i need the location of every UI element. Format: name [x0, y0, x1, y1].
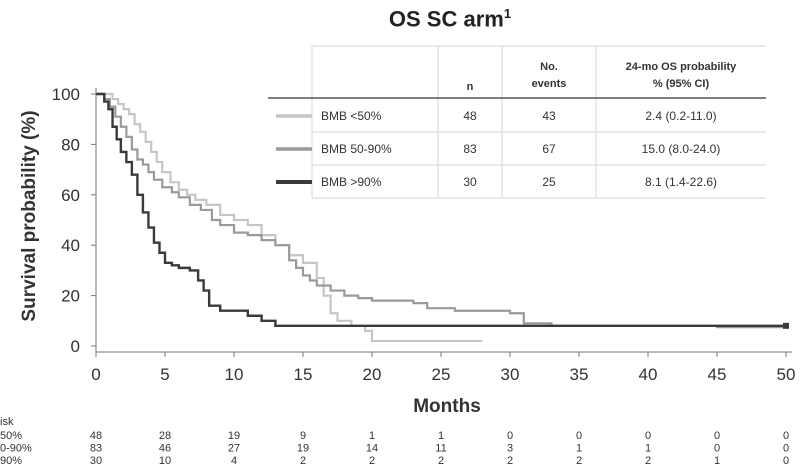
- risk-value: 0: [783, 443, 789, 455]
- risk-value: 9: [300, 430, 306, 442]
- legend-row-events: 43: [542, 109, 556, 123]
- risk-value: 1: [576, 443, 582, 455]
- legend-table: n No. events 24-mo OS probability % (95% CI)…: [268, 45, 766, 199]
- risk-value: 2: [438, 455, 444, 467]
- legend-row-os24: 2.4 (0.2-11.0): [645, 109, 716, 123]
- legend-header-events-line2: events: [532, 78, 567, 90]
- risk-value: 48: [90, 430, 102, 442]
- risk-value: 3: [507, 443, 513, 455]
- risk-value: 2: [507, 455, 513, 467]
- risk-value: 4: [231, 455, 237, 467]
- risk-value: 19: [297, 443, 309, 455]
- risk-value: 0: [783, 430, 789, 442]
- legend-row-events: 25: [542, 175, 556, 189]
- survival-curve-0: [96, 92, 483, 343]
- legend-row-label: BMB <50%: [321, 109, 382, 123]
- risk-value: 0: [714, 430, 720, 442]
- x-tick-label: 35: [570, 365, 589, 384]
- y-axis-label: Survival probability (%): [19, 110, 40, 321]
- chart-title-text: OS SC arm: [388, 6, 504, 32]
- axes: 0 20 40 60 80 100 0 5 10 15 20 25 30 35 40 45 50: [52, 85, 796, 384]
- legend-row-os24: 15.0 (8.0-24.0): [642, 142, 721, 156]
- risk-value: 2: [645, 455, 651, 467]
- survival-curve-2: [96, 92, 786, 328]
- risk-table-header: isk: [0, 416, 14, 428]
- survival-curve-1: [96, 92, 786, 329]
- x-tick-label: 10: [225, 365, 244, 384]
- y-tick-label: 80: [61, 135, 80, 154]
- risk-value: 83: [90, 443, 102, 455]
- risk-value: 11: [435, 443, 446, 455]
- legend-header-n: n: [467, 81, 474, 93]
- x-tick-label: 20: [363, 365, 382, 384]
- y-tick-label: 100: [52, 85, 80, 104]
- legend-header-os-line2: % (95% CI): [653, 78, 710, 90]
- risk-value: 0: [714, 443, 720, 455]
- y-tick-label: 0: [71, 337, 80, 356]
- legend-row-label: BMB >90%: [321, 175, 382, 189]
- legend-header-events-line1: No.: [540, 61, 558, 73]
- risk-value: 0: [783, 455, 789, 467]
- x-tick-label: 15: [294, 365, 313, 384]
- x-tick-label: 45: [708, 365, 727, 384]
- risk-value: 30: [90, 455, 102, 467]
- legend-row-n: 48: [463, 109, 477, 123]
- risk-value: 2: [576, 455, 582, 467]
- chart-title-superscript: 1: [503, 6, 512, 21]
- censor-mark: [783, 322, 789, 329]
- risk-value: 0: [507, 430, 513, 442]
- legend-header-os-line1: 24-mo OS probability: [626, 61, 738, 73]
- risk-value: 19: [228, 430, 240, 442]
- x-tick-label: 40: [639, 365, 658, 384]
- risk-value: 2: [369, 455, 375, 467]
- risk-value: 1: [438, 430, 444, 442]
- x-tick-label: 30: [501, 365, 520, 384]
- x-tick-label: 0: [91, 365, 100, 384]
- y-tick-label: 20: [61, 287, 80, 306]
- risk-value: 0: [645, 430, 651, 442]
- risk-value: 1: [714, 455, 720, 467]
- legend-row-n: 83: [463, 142, 477, 156]
- risk-value: 0: [576, 430, 582, 442]
- x-tick-label: 5: [160, 365, 169, 384]
- risk-value: 28: [159, 430, 171, 442]
- x-tick-label: 25: [432, 365, 451, 384]
- risk-row-label: 50%: [0, 430, 22, 442]
- risk-row-label: 0-90%: [0, 443, 32, 455]
- risk-value: 10: [159, 455, 171, 467]
- risk-value: 2: [300, 455, 306, 467]
- legend-row-n: 30: [463, 175, 477, 189]
- chart-title: OS SC arm1: [340, 6, 560, 32]
- survival-curves: [96, 92, 789, 343]
- risk-value: 46: [159, 443, 171, 455]
- legend-row-events: 67: [542, 142, 556, 156]
- y-tick-label: 40: [61, 236, 80, 255]
- y-tick-label: 60: [61, 186, 80, 205]
- x-tick-label: 50: [777, 365, 796, 384]
- risk-value: 14: [366, 443, 378, 455]
- risk-value: 1: [645, 443, 651, 455]
- x-axis-label: Months: [413, 396, 481, 417]
- legend-row-os24: 8.1 (1.4-22.6): [645, 175, 717, 189]
- risk-row-label: 90%: [0, 455, 22, 467]
- legend-row-label: BMB 50-90%: [321, 142, 392, 156]
- legend-table-bg: [312, 46, 766, 198]
- risk-value: 1: [369, 430, 375, 442]
- risk-value: 27: [228, 443, 240, 455]
